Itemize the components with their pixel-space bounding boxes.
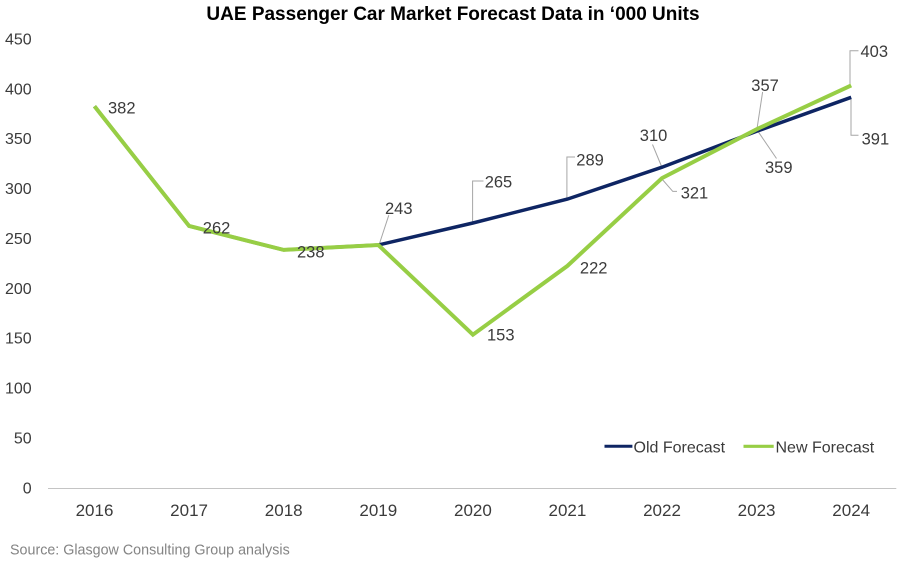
svg-text:50: 50 (14, 430, 32, 447)
svg-text:2021: 2021 (548, 501, 586, 520)
svg-text:310: 310 (640, 127, 668, 145)
svg-text:2019: 2019 (359, 501, 397, 520)
svg-text:2023: 2023 (738, 501, 776, 520)
svg-text:2022: 2022 (643, 501, 681, 520)
svg-text:100: 100 (5, 381, 32, 398)
svg-text:403: 403 (861, 43, 889, 61)
svg-text:Old Forecast: Old Forecast (634, 440, 726, 457)
svg-text:359: 359 (765, 159, 793, 177)
svg-text:382: 382 (108, 100, 136, 118)
svg-text:New Forecast: New Forecast (776, 440, 875, 457)
svg-text:289: 289 (576, 151, 604, 169)
svg-text:2024: 2024 (832, 501, 870, 520)
svg-text:2020: 2020 (454, 501, 492, 520)
svg-text:2017: 2017 (170, 501, 208, 520)
svg-text:238: 238 (297, 244, 325, 262)
svg-text:300: 300 (5, 181, 32, 198)
svg-text:357: 357 (751, 77, 779, 95)
svg-text:321: 321 (681, 185, 709, 203)
svg-text:200: 200 (5, 281, 32, 298)
svg-text:153: 153 (487, 327, 515, 345)
svg-text:Source: Glasgow Consulting Gro: Source: Glasgow Consulting Group analysi… (10, 543, 290, 559)
svg-text:UAE Passenger Car Market Forec: UAE Passenger Car Market Forecast Data i… (206, 4, 699, 25)
svg-text:222: 222 (580, 259, 608, 277)
svg-text:243: 243 (385, 200, 413, 218)
svg-text:2018: 2018 (265, 501, 303, 520)
svg-text:391: 391 (862, 131, 890, 149)
svg-text:262: 262 (203, 219, 231, 237)
svg-text:265: 265 (485, 173, 513, 191)
svg-text:2016: 2016 (76, 501, 114, 520)
svg-text:450: 450 (5, 32, 32, 49)
svg-text:250: 250 (5, 231, 32, 248)
svg-text:150: 150 (5, 331, 32, 348)
svg-text:350: 350 (5, 131, 32, 148)
svg-text:0: 0 (23, 480, 32, 497)
svg-text:400: 400 (5, 81, 32, 98)
